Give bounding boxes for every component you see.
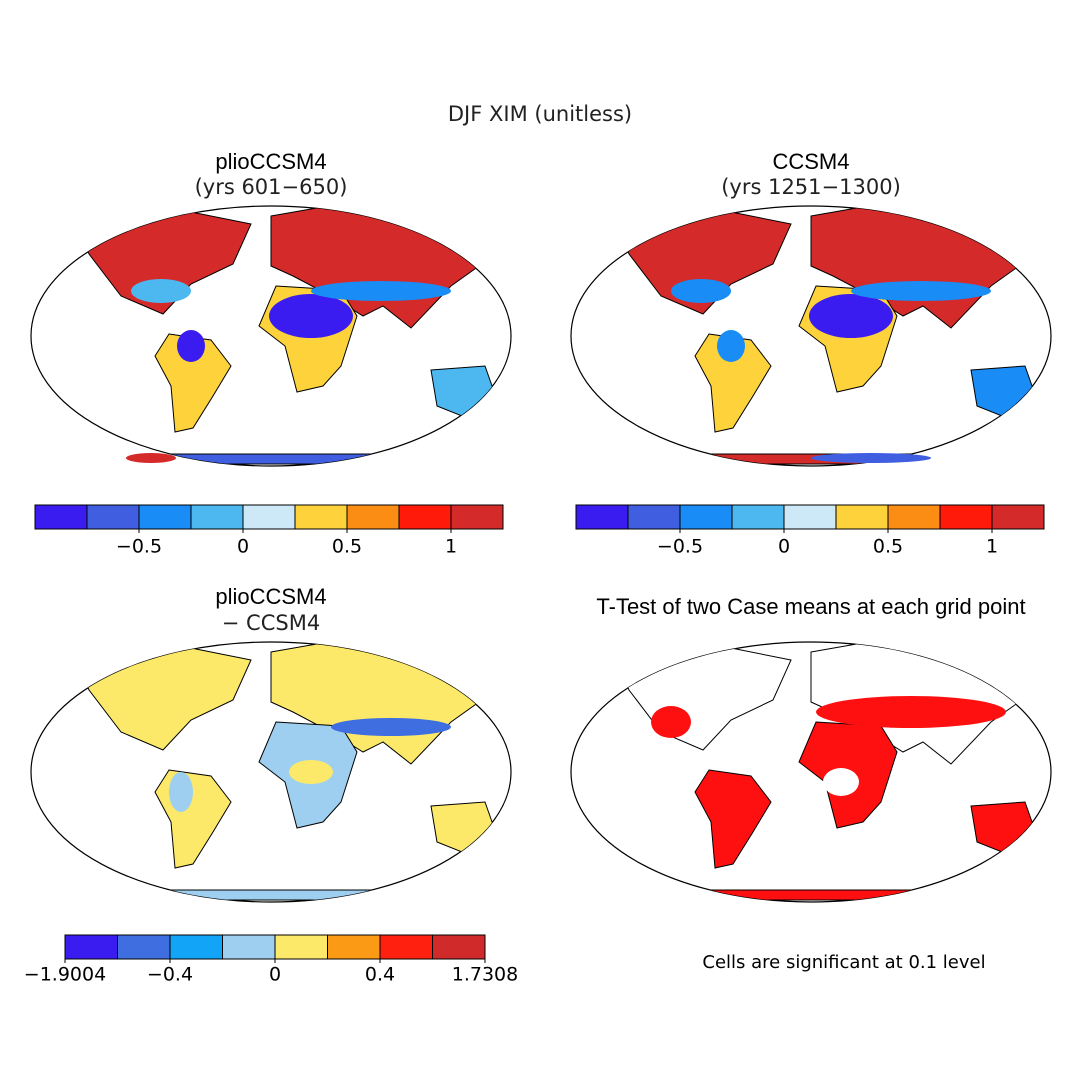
colorbar-box	[346, 504, 400, 530]
colorbar-label: −0.5	[116, 536, 162, 558]
colorbar-label: 1	[986, 536, 998, 558]
colorbar-box	[190, 504, 244, 530]
colorbar-box	[575, 504, 629, 530]
colorbar-box	[242, 504, 296, 530]
colorbar-label: 0	[269, 964, 281, 986]
colorbar-box	[169, 934, 223, 960]
panel-title: plioCCSM4	[215, 149, 326, 174]
colorbar-label: −1.9004	[24, 964, 106, 986]
colorbar-box	[679, 504, 733, 530]
colorbar-label: 0	[237, 536, 249, 558]
colorbar-box	[991, 504, 1045, 530]
colorbar-label: 0.4	[365, 964, 395, 986]
colorbar-box	[379, 934, 433, 960]
colorbar-box	[327, 934, 381, 960]
colorbar-box	[887, 504, 941, 530]
colorbar-box	[86, 504, 140, 530]
colorbar-box	[222, 934, 276, 960]
panel-subtitle: (yrs 1251−1300)	[721, 175, 901, 199]
colorbar-box	[34, 504, 88, 530]
colorbar-box	[835, 504, 889, 530]
colorbar-label: −0.5	[657, 536, 703, 558]
colorbar-box	[783, 504, 837, 530]
colorbar-label: 0.5	[332, 536, 362, 558]
colorbar-box	[627, 504, 681, 530]
colorbar-box	[274, 934, 328, 960]
figure-title: DJF XIM (unitless)	[448, 102, 632, 126]
colorbar-box	[117, 934, 171, 960]
map	[30, 641, 512, 903]
colorbar-label: 1	[445, 536, 457, 558]
colorbar-box	[432, 934, 486, 960]
colorbar-box	[64, 934, 118, 960]
colorbar-box	[294, 504, 348, 530]
colorbar-box	[731, 504, 785, 530]
panel-subtitle: − CCSM4	[222, 611, 320, 635]
colorbar-label: 1.7308	[452, 964, 518, 986]
colorbar-label: 0	[778, 536, 790, 558]
colorbar-box	[138, 504, 192, 530]
map	[570, 205, 1052, 467]
map	[570, 641, 1052, 903]
colorbar-box	[450, 504, 504, 530]
panel-title: T-Test of two Case means at each grid po…	[596, 594, 1025, 619]
colorbar-label: −0.4	[147, 964, 193, 986]
colorbar-box	[398, 504, 452, 530]
map	[30, 205, 512, 467]
panel-title: plioCCSM4	[215, 584, 326, 609]
colorbar-label: 0.5	[873, 536, 903, 558]
panel-title: CCSM4	[772, 149, 849, 174]
panel-subtitle: (yrs 601−650)	[195, 175, 348, 199]
panel-note: Cells are significant at 0.1 level	[702, 952, 985, 973]
colorbar-box	[939, 504, 993, 530]
